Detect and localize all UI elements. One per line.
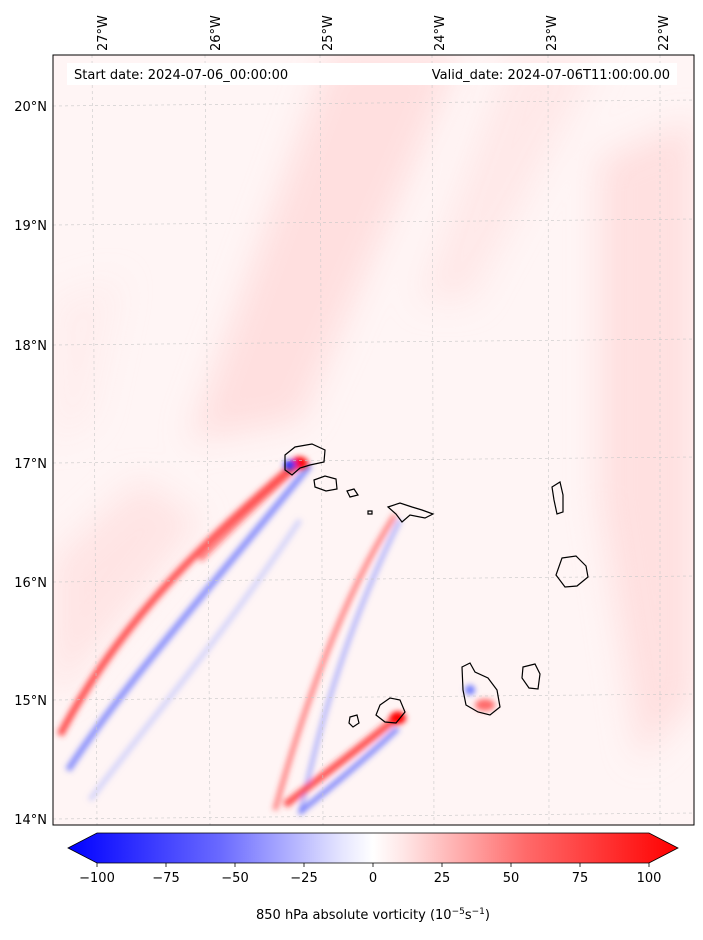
island-santiago <box>461 662 501 716</box>
island-santo-antao <box>284 443 326 476</box>
lat-tick-label: 20°N <box>14 100 47 115</box>
island-brava <box>348 714 360 728</box>
lon-tick-label: 25°W <box>321 15 336 51</box>
colorbar-tick-label: 25 <box>434 871 451 886</box>
lat-tick-label: 14°N <box>14 813 47 828</box>
map-frame <box>52 54 695 826</box>
longitude-tick-labels: 27°W 26°W 25°W 24°W 23°W 22°W <box>96 15 672 51</box>
header-box <box>67 63 677 85</box>
lon-tick-label: 23°W <box>545 15 560 51</box>
island-sal <box>551 481 564 515</box>
lat-tick-label: 15°N <box>14 694 47 709</box>
vorticity-bands <box>53 55 694 760</box>
island-raso <box>367 510 373 515</box>
colorbar-tick-label: −25 <box>290 871 317 886</box>
island-fogo <box>375 697 406 724</box>
latitude-tick-labels: 20°N 19°N 18°N 17°N 16°N 15°N 14°N <box>14 100 47 828</box>
colorbar-body <box>67 832 679 864</box>
colorbar-tick-label: 100 <box>637 871 662 886</box>
colorbar-tick-label: −50 <box>221 871 248 886</box>
lon-tick-label: 26°W <box>209 15 224 51</box>
lat-tick-label: 18°N <box>14 339 47 354</box>
lat-tick-label: 19°N <box>14 219 47 234</box>
start-date-text: Start date: 2024-07-06_00:00:00 <box>74 68 288 83</box>
coastlines <box>284 443 589 728</box>
colorbar-tick-label: 0 <box>369 871 377 886</box>
island-sao-vicente <box>313 475 338 492</box>
island-boa-vista <box>555 555 589 588</box>
colorbar-tick-label: −100 <box>79 871 115 886</box>
colorbar-label: 850 hPa absolute vorticity (10−5s−1) <box>256 907 490 923</box>
island-sao-nicolau <box>386 502 435 523</box>
map-plot-area <box>53 55 694 825</box>
lat-tick-label: 16°N <box>14 576 47 591</box>
lon-tick-label: 22°W <box>657 15 672 51</box>
map-gridlines <box>53 55 694 825</box>
colorbar-tick-label: 75 <box>572 871 589 886</box>
lon-tick-label: 24°W <box>433 15 448 51</box>
vorticity-streaks <box>56 457 403 816</box>
island-maio <box>521 663 541 690</box>
colorbar: −100 −75 −50 −25 0 25 50 75 100 850 hPa … <box>67 832 679 923</box>
colorbar-tick-label: −75 <box>152 871 179 886</box>
lat-tick-label: 17°N <box>14 457 47 472</box>
colorbar-tick-label: 50 <box>503 871 520 886</box>
valid-date-text: Valid_date: 2024-07-06T11:00:00.00 <box>432 68 670 83</box>
island-santa-luzia <box>346 488 359 498</box>
lon-tick-label: 27°W <box>96 15 111 51</box>
colorbar-ticks <box>96 863 650 867</box>
